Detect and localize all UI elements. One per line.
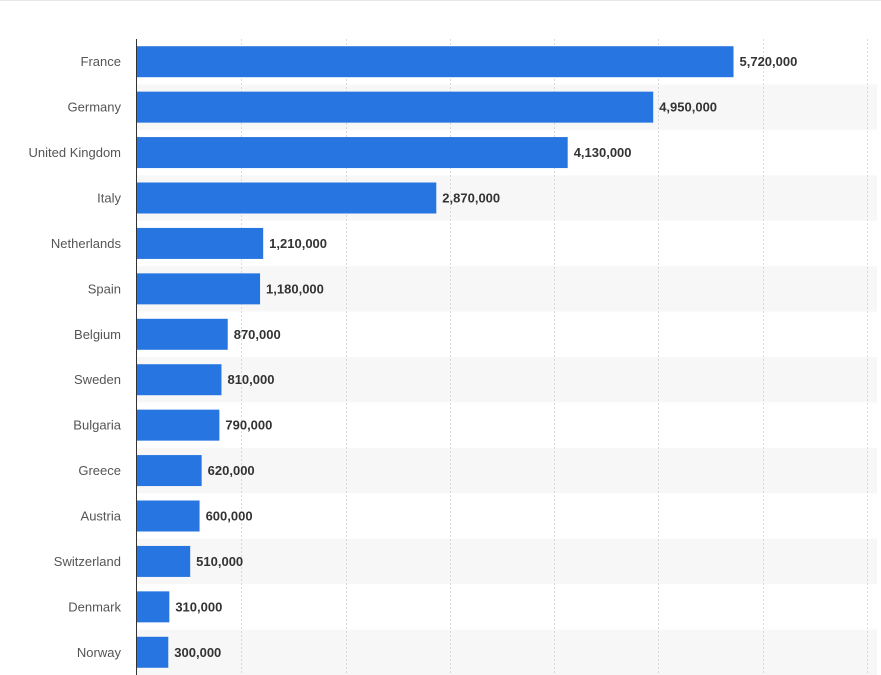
value-label: 600,000	[206, 509, 253, 524]
category-labels: France Germany United Kingdom Italy Netherla…	[29, 54, 122, 660]
bar-denmark[interactable]	[137, 591, 170, 623]
category-label: Switzerland	[54, 554, 121, 569]
value-label: 510,000	[196, 554, 243, 569]
bar-norway[interactable]	[137, 636, 169, 668]
bar-greece[interactable]	[137, 455, 202, 487]
category-label: Netherlands	[51, 236, 122, 251]
top-divider	[0, 0, 881, 1]
bar-germany[interactable]	[137, 91, 654, 123]
bar-france[interactable]	[137, 46, 734, 78]
row-stripes	[137, 84, 877, 675]
row-stripe	[137, 266, 877, 312]
category-label: Belgium	[74, 327, 121, 342]
value-labels: 5,720,000 4,950,000 4,130,000 2,870,000 1,21…	[174, 54, 797, 660]
bar-netherlands[interactable]	[137, 227, 264, 259]
category-label: Bulgaria	[73, 418, 121, 433]
value-label: 620,000	[208, 463, 255, 478]
category-label: Greece	[78, 463, 121, 478]
category-label: Spain	[88, 281, 121, 296]
category-label: Italy	[97, 191, 121, 206]
bar-switzerland[interactable]	[137, 545, 191, 577]
row-stripe	[137, 357, 877, 403]
bar-bulgaria[interactable]	[137, 409, 220, 441]
category-label: Norway	[77, 645, 122, 660]
category-label: Germany	[68, 100, 122, 115]
bars	[137, 46, 734, 668]
value-label: 790,000	[225, 418, 272, 433]
category-label: United Kingdom	[29, 145, 122, 160]
category-label: Denmark	[68, 599, 121, 614]
value-label: 1,210,000	[269, 236, 327, 251]
bar-united-kingdom[interactable]	[137, 137, 568, 169]
row-stripe	[137, 447, 877, 494]
bar-italy[interactable]	[137, 182, 437, 214]
value-label: 4,130,000	[574, 145, 632, 160]
value-label: 310,000	[175, 599, 222, 614]
bar-austria[interactable]	[137, 500, 200, 532]
value-label: 5,720,000	[740, 54, 798, 69]
row-stripe	[137, 538, 877, 585]
bar-belgium[interactable]	[137, 318, 228, 350]
category-label: France	[81, 54, 121, 69]
bar-sweden[interactable]	[137, 364, 222, 396]
category-label: Sweden	[74, 372, 121, 387]
value-label: 4,950,000	[659, 100, 717, 115]
value-label: 810,000	[227, 372, 274, 387]
category-label: Austria	[81, 509, 122, 524]
bar-spain[interactable]	[137, 273, 261, 305]
value-label: 300,000	[174, 645, 221, 660]
value-label: 2,870,000	[442, 191, 500, 206]
value-label: 1,180,000	[266, 281, 324, 296]
value-label: 870,000	[234, 327, 281, 342]
row-stripe	[137, 629, 877, 675]
